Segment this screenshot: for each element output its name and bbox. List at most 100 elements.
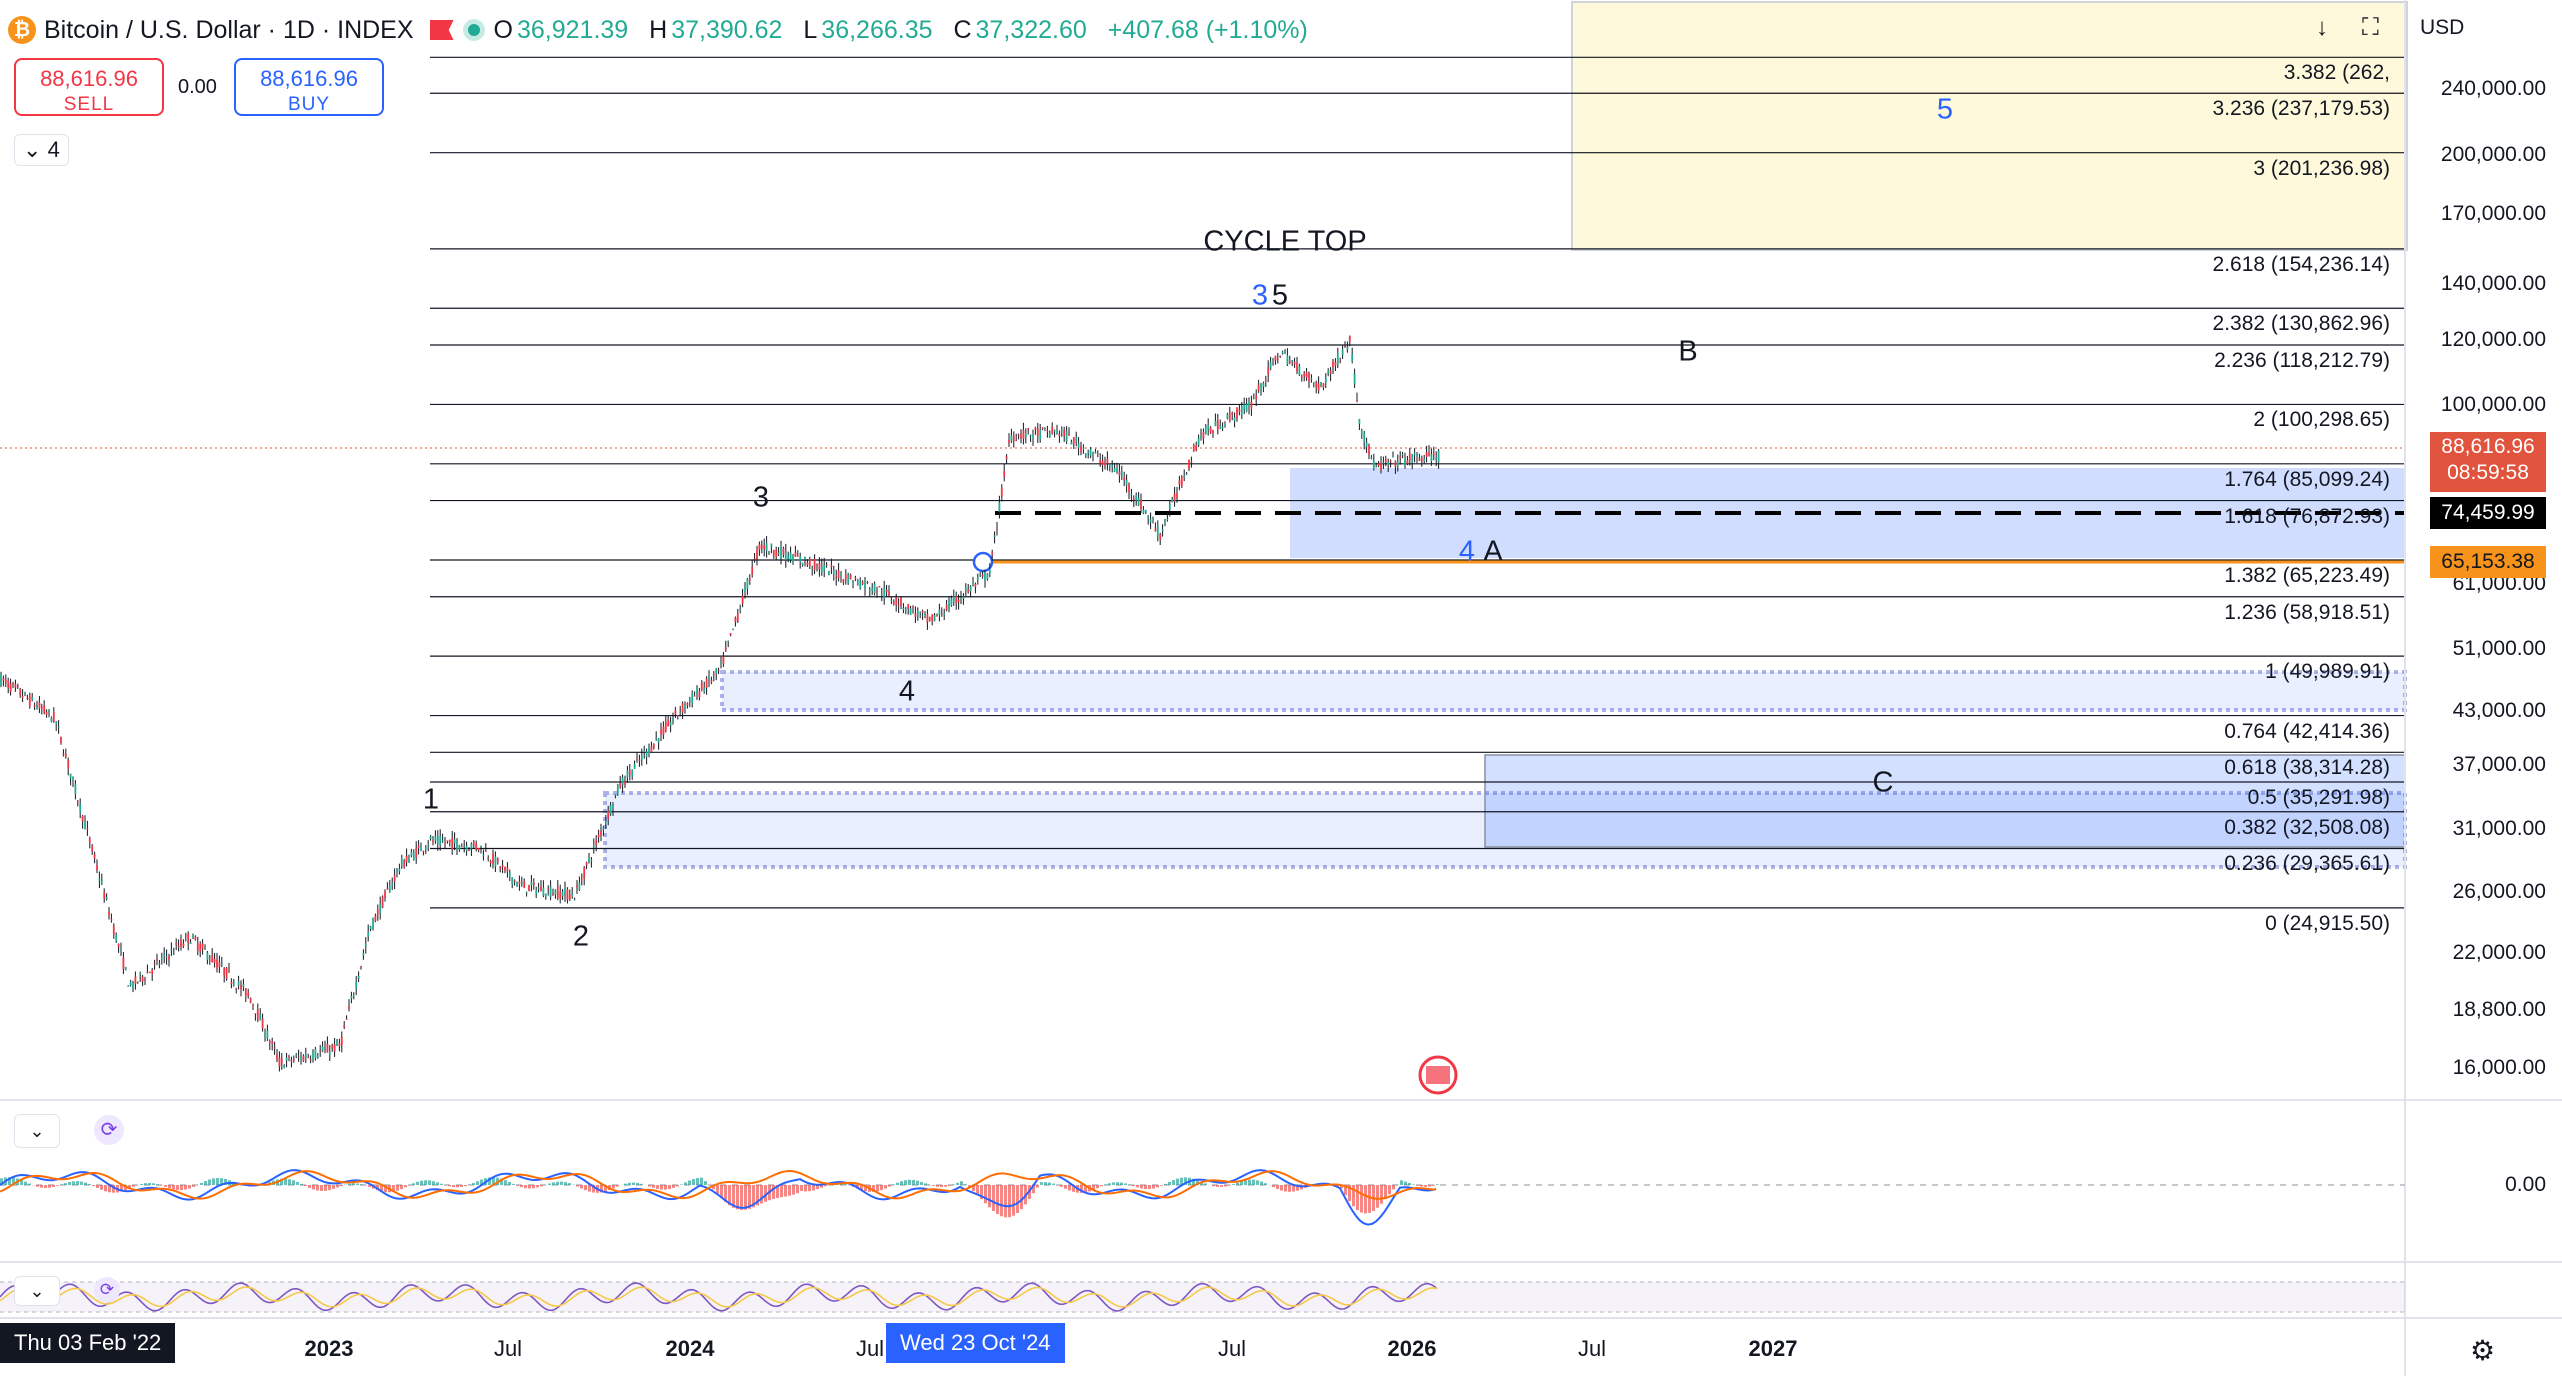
macd-histogram-bar	[132, 1185, 135, 1187]
candle-body	[614, 794, 617, 796]
candlestick-series[interactable]	[0, 335, 1440, 1072]
collapse-pane-button[interactable]: ⌄	[14, 1114, 60, 1148]
wave-2-label[interactable]: 2	[572, 920, 590, 953]
candle-body	[357, 975, 360, 979]
macd-histogram-bar	[820, 1185, 823, 1188]
macd-histogram-bar	[412, 1183, 415, 1185]
candle-body	[1236, 407, 1238, 419]
wave-3-blue-label[interactable]: 3	[1251, 279, 1269, 312]
currency-selector[interactable]: USD	[2420, 16, 2465, 39]
download-icon[interactable]: ↓	[2316, 14, 2328, 41]
candle-body	[921, 610, 924, 613]
candle-body	[1401, 454, 1404, 456]
macd-histogram-bar	[288, 1179, 291, 1185]
fullscreen-icon[interactable]: ⛶	[2362, 14, 2379, 41]
time-axis-label: 2027	[1748, 1336, 1798, 1361]
refresh-icon[interactable]: ⟳	[94, 1115, 124, 1145]
candle-body	[268, 1041, 271, 1044]
macd-histogram-bar	[392, 1185, 395, 1192]
candle-body	[844, 574, 847, 580]
wave-5-blue-label[interactable]: 5	[1936, 93, 1954, 126]
indicators-toggle[interactable]: ⌄ 4	[14, 134, 69, 166]
wave-1-label[interactable]: 1	[422, 783, 440, 816]
flag-icon[interactable]	[429, 20, 454, 40]
candle-body	[247, 992, 250, 996]
candle-body	[350, 996, 353, 999]
sell-button[interactable]: 88,616.96 SELL	[14, 58, 164, 116]
macd-histogram-bar	[648, 1185, 651, 1187]
candle-body	[309, 1059, 312, 1061]
wave-c-label[interactable]: C	[1872, 766, 1894, 799]
macd-histogram-bar	[24, 1181, 27, 1185]
macd-histogram-bar	[1072, 1185, 1075, 1192]
candle-body	[1260, 384, 1262, 391]
macd-histogram-bar	[980, 1185, 983, 1200]
candle-body	[271, 1041, 274, 1044]
time-axis-label: 2024	[665, 1336, 715, 1361]
candle-body	[489, 860, 492, 864]
wave4-old-zone[interactable]	[720, 670, 2407, 712]
candle-body	[1180, 476, 1183, 487]
candle-body	[1008, 440, 1010, 444]
macd-histogram-bar	[728, 1185, 731, 1206]
candle-body	[667, 719, 670, 727]
refresh-icon[interactable]: ⟳	[94, 1277, 120, 1303]
macd-histogram-bar	[220, 1178, 223, 1185]
wave-b-label[interactable]: B	[1678, 335, 1698, 368]
candle-body	[924, 613, 926, 617]
macd-histogram-bar	[1384, 1185, 1387, 1200]
wave-5-top-label[interactable]: 5	[1271, 279, 1289, 312]
candle-body	[544, 893, 547, 897]
candle-body	[141, 976, 144, 982]
macd-histogram-bar	[432, 1181, 435, 1185]
candle-body	[153, 963, 156, 965]
candle-body	[1384, 459, 1387, 462]
candle-body	[1226, 414, 1229, 419]
wave-4-label[interactable]: 4	[898, 675, 916, 708]
macd-indicator[interactable]	[0, 1169, 1439, 1226]
symbol-header[interactable]: ₿ Bitcoin / U.S. Dollar · 1D · INDEX O 36…	[8, 10, 1322, 50]
macd-histogram-bar	[384, 1185, 387, 1193]
macd-histogram-bar	[440, 1183, 443, 1185]
collapse-pane-button[interactable]: ⌄	[14, 1276, 60, 1306]
candle-body	[261, 1018, 264, 1029]
cycle-top-label[interactable]: CYCLE TOP	[1203, 225, 1367, 258]
candle-body	[561, 891, 564, 897]
candle-body	[974, 583, 977, 587]
wave-4-blue-label[interactable]: 4	[1458, 535, 1476, 568]
settings-gear-icon[interactable]: ⚙	[2470, 1335, 2496, 1366]
candle-body	[228, 970, 230, 972]
candle-body	[1135, 494, 1138, 501]
macd-histogram-bar	[860, 1185, 863, 1191]
symbol-title[interactable]: Bitcoin / U.S. Dollar · 1D · INDEX	[44, 15, 414, 44]
buy-button[interactable]: 88,616.96 BUY	[234, 58, 384, 116]
candle-body	[175, 943, 178, 945]
macd-histogram-bar	[280, 1178, 283, 1185]
candle-body	[1286, 355, 1289, 365]
macd-histogram-bar	[604, 1185, 607, 1192]
candle-body	[144, 978, 146, 981]
candle-body	[655, 737, 658, 740]
candle-body	[1032, 434, 1034, 439]
macd-histogram-bar	[460, 1185, 463, 1188]
wave5-target-zone[interactable]	[1571, 1, 2408, 251]
chevron-down-icon: ⌄	[29, 1281, 45, 1301]
candle-body	[9, 683, 12, 692]
macd-histogram-bar	[1084, 1185, 1087, 1193]
candle-body	[1399, 456, 1402, 458]
macd-histogram-bar	[1092, 1185, 1095, 1190]
rsi-indicator[interactable]	[0, 1282, 1438, 1312]
macd-histogram-bar	[696, 1178, 699, 1185]
candle-body	[734, 617, 737, 622]
macd-histogram-bar	[1156, 1185, 1159, 1188]
wave-a-label[interactable]: A	[1483, 535, 1503, 568]
candle-body	[472, 841, 475, 846]
macd-histogram-bar	[688, 1180, 691, 1185]
wave-3-label[interactable]: 3	[752, 481, 770, 514]
candle-body	[297, 1056, 300, 1058]
anchor-point-marker[interactable]	[972, 551, 994, 573]
wave2-old-zone[interactable]	[603, 791, 2407, 869]
candle-body	[933, 615, 936, 622]
wave-c-target-zone[interactable]	[1484, 754, 2406, 848]
